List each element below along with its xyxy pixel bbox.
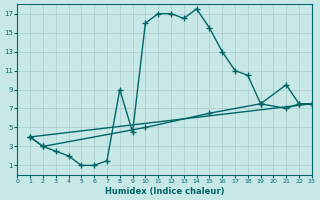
X-axis label: Humidex (Indice chaleur): Humidex (Indice chaleur) xyxy=(105,187,224,196)
